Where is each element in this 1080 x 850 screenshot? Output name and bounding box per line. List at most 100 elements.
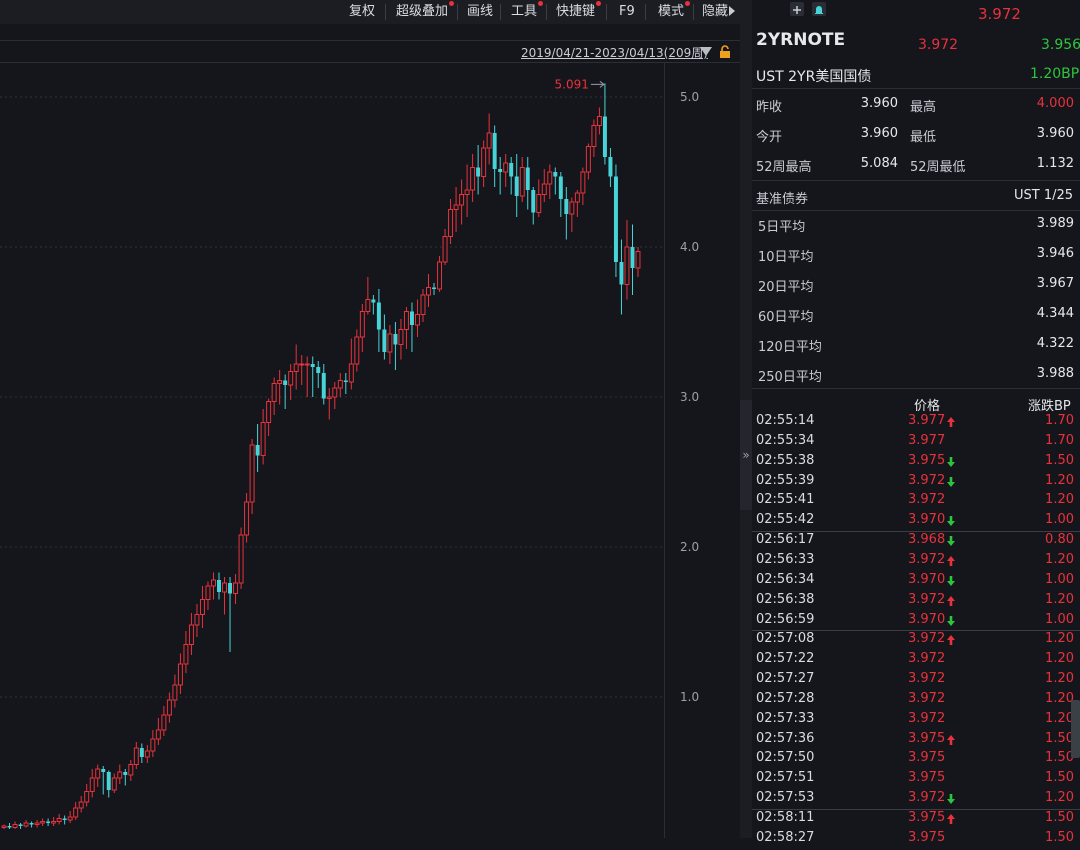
candle-body (403, 311, 409, 330)
toolbar-divider (0, 40, 740, 41)
tick-row: 02:57:08 3.972 1.20 (752, 631, 1080, 651)
tick-row: 02:57:36 3.975 1.50 (752, 731, 1080, 751)
candle-body (398, 329, 404, 345)
tick-price: 3.972 (908, 492, 946, 508)
candlestick-chart[interactable]: 5.04.03.02.01.00.05.091 (0, 63, 740, 838)
candle-body (89, 777, 95, 792)
average-value: 3.946 (1036, 246, 1074, 261)
toolbar-item-4[interactable]: 快捷键 (556, 4, 596, 19)
range-dropdown-icon[interactable] (700, 47, 712, 56)
tick-header-price: 价格 (914, 399, 941, 414)
bell-icon[interactable] (812, 2, 826, 16)
tick-row: 02:57:22 3.972 1.20 (752, 651, 1080, 671)
tick-row: 02:57:53 3.972 1.20 (752, 790, 1080, 810)
toolbar-item-5[interactable]: F9 (619, 4, 635, 19)
stat-label: 最高 (910, 100, 937, 115)
tick-time: 02:56:17 (756, 532, 815, 548)
date-range-selector[interactable]: 2019/04/21-2023/04/13(209周) (521, 46, 708, 60)
arrow-down-icon (947, 575, 955, 586)
candle-body (23, 822, 29, 827)
candle-body (34, 822, 40, 825)
average-value: 4.344 (1036, 306, 1074, 321)
candle-body (249, 444, 255, 503)
toolbar-item-3[interactable]: 工具 (511, 4, 538, 19)
collapse-panel-button[interactable]: » (740, 400, 752, 510)
lock-icon[interactable] (718, 45, 732, 59)
average-label: 20日平均 (758, 280, 814, 295)
candle-body (183, 644, 189, 665)
average-label: 60日平均 (758, 310, 814, 325)
candle-body (299, 363, 305, 366)
candle-body (619, 262, 624, 285)
candle-body (293, 363, 299, 372)
divider (752, 388, 1080, 389)
candle-body (459, 194, 465, 206)
tick-price: 3.975 (908, 829, 946, 845)
change-bp: 1.20BP (1030, 66, 1080, 82)
candle-body (283, 380, 288, 385)
tick-header-change: 涨跌BP (1028, 399, 1071, 414)
candle-body (18, 824, 23, 826)
toolbar-separator (385, 4, 386, 20)
toolbar-item-1[interactable]: 超级叠加 (396, 4, 449, 19)
tick-time: 02:55:14 (756, 413, 815, 428)
price-axis-divider (664, 63, 665, 838)
stat-label: 今开 (756, 130, 783, 145)
tick-time: 02:57:33 (756, 710, 815, 726)
candle-body (343, 380, 348, 382)
toolbar-item-0[interactable]: 复权 (349, 4, 376, 19)
candle-body (509, 163, 514, 177)
stat-value: 3.960 (860, 96, 898, 111)
stat-label: 52周最低 (910, 160, 966, 175)
candle-body (514, 176, 519, 196)
divider (752, 88, 1080, 89)
candle-body (62, 818, 67, 820)
toolbar-item-6[interactable]: 模式 (658, 4, 685, 19)
tick-time: 02:56:59 (756, 611, 815, 627)
y-tick-label: 5.0 (680, 90, 699, 104)
instrument-name: UST 2YR美国国债 (756, 69, 872, 85)
candle-body (211, 579, 216, 587)
tick-change-bp: 1.20 (1045, 710, 1074, 726)
average-label: 10日平均 (758, 250, 814, 265)
tick-change-bp: 1.20 (1045, 551, 1074, 567)
candle-body (359, 311, 365, 338)
candle-body (365, 299, 371, 312)
average-value: 3.988 (1036, 366, 1074, 381)
candle-body (7, 826, 12, 828)
tick-price: 3.972 (908, 651, 946, 667)
candle-body (376, 302, 381, 330)
tick-list-scrollbar[interactable] (1071, 700, 1080, 758)
candle-body (591, 125, 597, 147)
y-tick-label: 3.0 (680, 390, 699, 404)
arrow-down-icon (947, 516, 955, 527)
average-value: 4.322 (1036, 336, 1074, 351)
tick-change-bp: 1.20 (1045, 790, 1074, 806)
tick-change-bp: 1.70 (1045, 432, 1074, 448)
candle-body (337, 380, 343, 389)
tick-time: 02:57:22 (756, 651, 815, 667)
toolbar-more-icon[interactable] (729, 6, 735, 16)
candle-body (414, 314, 420, 326)
tick-row: 02:57:28 3.972 1.20 (752, 691, 1080, 711)
stat-label: 52周最高 (756, 160, 812, 175)
tick-change-bp: 1.20 (1045, 492, 1074, 508)
tick-time: 02:58:11 (756, 810, 815, 825)
tick-price: 3.975 (908, 730, 946, 746)
toolbar-item-2[interactable]: 画线 (467, 4, 494, 19)
candle-body (580, 171, 586, 194)
candle-body (492, 133, 497, 169)
toolbar-item-7[interactable]: 隐藏 (702, 4, 729, 19)
tick-price: 3.972 (908, 551, 946, 567)
candle-body (409, 311, 414, 325)
quote-panel: 3.972 2YRNOTE 3.972 3.956 UST 2YR美国国债 1.… (752, 0, 1080, 845)
tick-change-bp: 1.00 (1045, 611, 1074, 627)
candle-body (260, 422, 266, 456)
candle-body (67, 816, 73, 821)
average-label: 5日平均 (758, 220, 806, 235)
add-icon[interactable] (790, 2, 804, 16)
candle-body (437, 261, 443, 290)
tick-time: 02:56:38 (756, 591, 815, 607)
notification-dot-icon (538, 1, 543, 6)
tick-price: 3.968 (908, 532, 946, 548)
